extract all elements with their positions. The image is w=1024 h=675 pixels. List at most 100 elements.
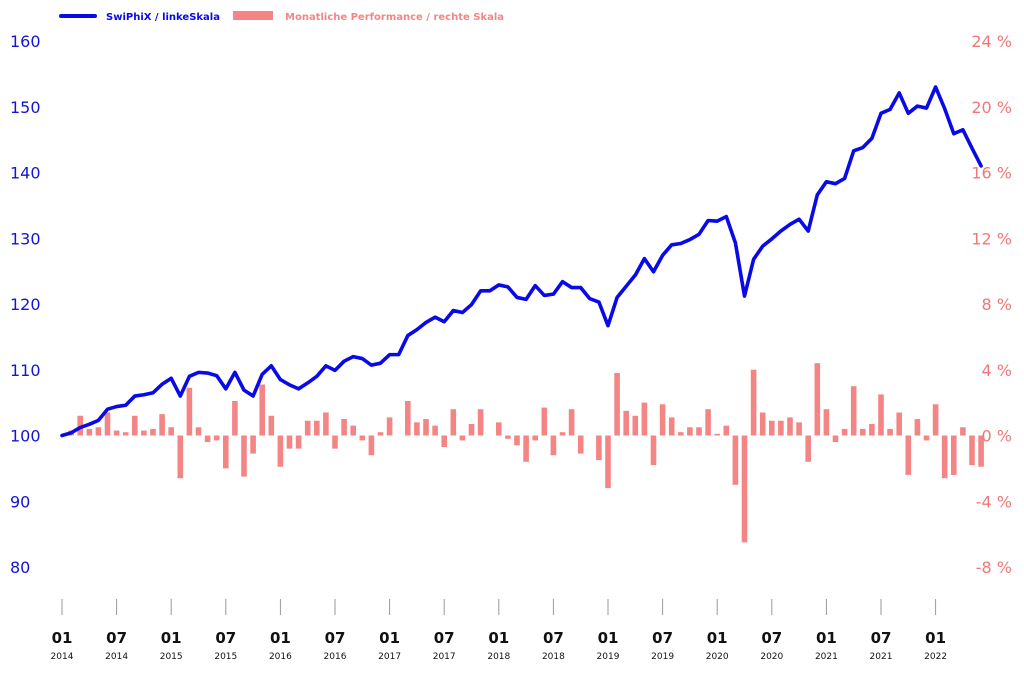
right-axis-tick-label: 20 % [971,98,1012,117]
right-axis-tick-label: 8 % [982,295,1012,314]
performance-bar [405,400,411,436]
x-axis-year-label: 2019 [651,652,674,662]
performance-bar [204,435,211,443]
performance-bar [432,425,438,436]
legend-line-label: SwiPhiX / linkeSkala [106,12,220,23]
performance-bar [896,412,902,436]
legend: SwiPhiX / linkeSkala Monatliche Performa… [59,11,504,23]
performance-bar [878,394,884,436]
performance-bar [304,420,311,436]
right-axis-tick-label: 24 % [971,32,1012,51]
x-axis-year-label: 2017 [433,652,456,662]
x-axis-year-label: 2015 [160,652,183,662]
x-axis-month-label: 01 [925,629,946,647]
performance-bar [832,435,839,443]
performance-bar [368,435,375,456]
performance-bar [286,435,293,449]
x-axis: 01 2014 07 2014 01 2015 07 2015 01 2016 07 2016 01 20… [51,599,947,662]
performance-bar [323,412,329,436]
performance-bar [377,432,384,436]
performance-bar [213,435,220,441]
x-axis-year-label: 2014 [105,652,128,662]
x-axis-year-label: 2020 [706,652,729,662]
performance-bar [359,435,366,441]
x-axis-year-label: 2018 [487,652,510,662]
performance-bar [614,373,620,436]
performance-bar [687,427,693,436]
performance-bar [550,435,557,456]
performance-bar [532,435,538,441]
performance-bar [860,428,866,436]
performance-bar [459,435,466,441]
x-axis-year-label: 2018 [542,652,565,662]
performance-bar [268,415,275,436]
right-axis-tick-label: 16 % [971,164,1012,183]
x-axis-month-label: 07 [215,629,236,647]
right-axis-tick-label: 12 % [971,229,1012,248]
x-axis-month-label: 01 [488,629,509,647]
legend-bar-label: Monatliche Performance / rechte Skala [285,12,504,23]
performance-bar [414,422,420,436]
left-axis-tick-label: 100 [10,427,41,446]
left-axis-tick-label: 140 [10,164,41,183]
performance-bar [113,430,120,436]
performance-bar [750,369,757,436]
x-axis-month-label: 01 [707,629,728,647]
left-axis-tick-label: 80 [10,558,30,577]
performance-bar [923,435,930,441]
performance-bar [723,425,730,436]
x-axis-month-label: 07 [652,629,673,647]
performance-bar [177,435,184,479]
x-axis-month-label: 01 [52,629,73,647]
left-axis-tick-label: 130 [10,229,41,248]
x-axis-year-label: 2021 [870,652,893,662]
right-axis-tick-label: 4 % [982,361,1012,380]
performance-bar [705,409,711,436]
x-axis-year-label: 2020 [760,652,783,662]
right-axis-tick-label: -8 % [976,558,1012,577]
performance-bar [778,420,784,436]
performance-bar [932,404,939,436]
x-axis-month-label: 01 [598,629,619,647]
performance-bar [132,415,138,436]
performance-bar [732,435,739,485]
performance-bar [277,435,284,467]
performance-bar [805,435,811,462]
performance-bar [823,409,830,436]
x-axis-year-label: 2016 [269,652,292,662]
performance-bar [678,432,684,436]
performance-bar [523,435,529,462]
x-axis-month-label: 01 [161,629,182,647]
performance-bar [350,425,356,436]
performance-bar [104,412,111,436]
legend-bar-swatch [233,11,273,20]
performance-bar [541,407,548,436]
performance-bar [477,409,484,436]
performance-bar [696,427,702,436]
performance-bar [796,422,802,436]
performance-bar [741,435,748,543]
x-axis-month-label: 01 [816,629,837,647]
performance-bar [668,417,675,436]
left-axis-tick-label: 90 [10,492,30,511]
performance-bar [960,427,966,436]
performance-bar [814,363,821,436]
x-axis-month-label: 01 [270,629,291,647]
performance-bar [914,419,921,436]
performance-bar [195,427,202,436]
x-axis-year-label: 2015 [214,652,237,662]
performance-bar [505,435,511,439]
performance-bar [978,435,984,467]
performance-bar [659,404,666,436]
performance-bar [468,423,475,436]
performance-bar [441,435,447,448]
performance-bar [159,414,165,436]
performance-bar [332,435,338,449]
performance-bar [95,427,102,436]
right-axis: -8 % -4 % 0 % 4 % 8 % 12 % 16 % 20 % 24 % [971,32,1012,577]
x-axis-month-label: 07 [871,629,892,647]
bars-layer [68,363,984,543]
left-axis-tick-label: 110 [10,361,41,380]
performance-bar [314,420,320,436]
x-axis-month-label: 07 [106,629,127,647]
